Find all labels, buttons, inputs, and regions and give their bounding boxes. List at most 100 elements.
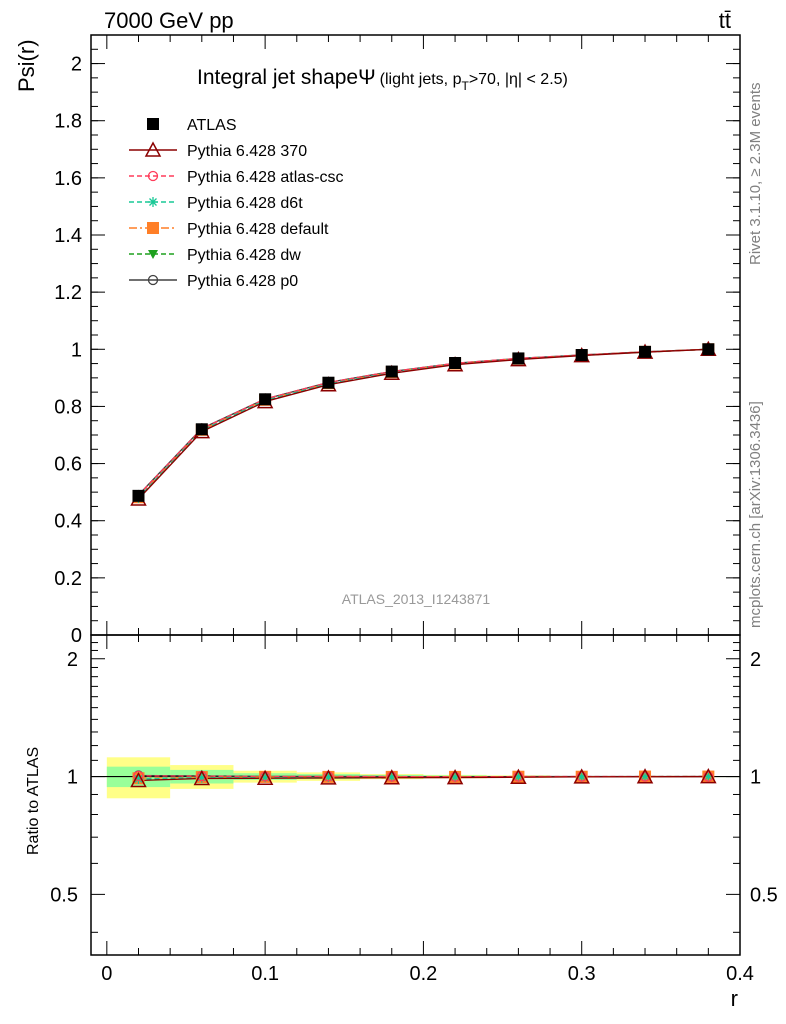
x-tick-label: 0 (101, 963, 112, 985)
plot-title-sub-pre: (light jets, p (380, 71, 462, 88)
series-point-atlas (132, 489, 145, 502)
x-tick-label: 0.2 (410, 963, 438, 985)
legend-label: Pythia 6.428 p0 (187, 273, 298, 290)
mcplots-label: mcplots.cern.ch [arXiv:1306.3436] (747, 401, 764, 628)
legend-label: Pythia 6.428 d6t (187, 195, 303, 212)
ratio-point (386, 771, 397, 782)
series-point-atlas (259, 393, 272, 406)
x-tick-label: 0.4 (726, 963, 754, 985)
legend-label: Pythia 6.428 atlas-csc (187, 169, 344, 186)
series-line-pythia-6-428-d6t (137, 348, 709, 499)
ratio-point (640, 771, 651, 782)
series-atlas (132, 343, 715, 502)
series-point-atlas (385, 365, 398, 378)
ratio-point (636, 768, 654, 784)
x-axis-label: r (731, 986, 738, 1011)
header-right-title: tt̄ (719, 8, 731, 33)
legend-label: Pythia 6.428 370 (187, 143, 307, 160)
series-line-pythia-6-428-atlas-csc (137, 348, 709, 496)
ratio-point (256, 769, 274, 786)
legend-marker (148, 250, 158, 259)
rivet-label: Rivet 3.1.10, ≥ 2.3M events (747, 83, 764, 266)
ratio-y-tick-label: 0.5 (50, 884, 78, 906)
ratio-point (573, 768, 590, 784)
main-y-tick-label: 1.4 (54, 225, 82, 247)
ratio-point (260, 772, 271, 783)
x-tick-label: 0.1 (251, 963, 279, 985)
header-left-title: 7000 GeV pp (104, 8, 234, 33)
ratio-point (450, 772, 461, 783)
legend-marker (144, 141, 162, 157)
ratio-point (510, 768, 527, 784)
series-line-pythia-6-428-default (137, 348, 709, 498)
ratio-frame (90, 634, 741, 956)
plot-title: Integral jet shapeΨ (light jets, pT>70, |… (197, 66, 568, 93)
plot-title-psi: Ψ (358, 66, 376, 89)
legend-label: Pythia 6.428 default (187, 221, 329, 238)
ratio-y-tick-label: 2 (67, 649, 78, 671)
ratio-point (133, 770, 144, 782)
ratio-y-tick-label-right: 2 (750, 649, 761, 671)
legend-item: Pythia 6.428 370 (129, 141, 307, 160)
ratio-point (513, 771, 524, 782)
plot-title-sub-t: T (461, 79, 469, 93)
ratio-series-pythia-6-428-d6t (133, 771, 714, 784)
series-point-atlas (195, 423, 208, 436)
plot-title-sub-post: >70, |η| < 2.5) (469, 71, 568, 88)
legend-marker (147, 222, 159, 234)
main-y-tick-label: 0.8 (54, 396, 82, 418)
ratio-point (703, 771, 714, 782)
series-line-pythia-6-428-dw (137, 348, 709, 499)
ratio-point (130, 771, 147, 788)
ratio-point (446, 769, 464, 785)
series-point-atlas (575, 349, 588, 361)
ratio-point (383, 769, 401, 785)
legend-marker (147, 170, 159, 182)
ratio-y-tick-label-right: 1 (750, 767, 761, 789)
series-point-atlas (449, 357, 462, 369)
legend-item: Pythia 6.428 default (129, 221, 329, 238)
main-axis-ticks: 0 0.2 0.4 0.6 0.8 1 1.2 1.4 1.6 1.8 2 (54, 34, 741, 647)
series-point-atlas (322, 376, 335, 389)
ratio-point (133, 773, 144, 784)
main-y-tick-label: 1.2 (54, 282, 82, 304)
ratio-point (700, 767, 717, 784)
series-point-atlas (512, 352, 525, 365)
ratio-series-pythia-6-428-370 (130, 767, 717, 788)
legend-item: Pythia 6.428 p0 (129, 273, 298, 290)
main-y-tick-label: 1.8 (54, 111, 82, 133)
legend: ATLAS Pythia 6.428 370 Pythia 6.428 atlas-… (129, 117, 344, 290)
series-line-pythia-6-428-370 (137, 348, 709, 500)
ratio-point (513, 771, 524, 782)
legend-marker (148, 197, 158, 207)
series-point-atlas (639, 345, 652, 358)
legend-marker (147, 274, 159, 286)
legend-label: ATLAS (187, 117, 237, 134)
legend-item: Pythia 6.428 atlas-csc (129, 169, 344, 186)
ratio-y-axis-label: Ratio to ATLAS (25, 747, 42, 855)
ratio-point (323, 772, 334, 783)
legend-label: Pythia 6.428 dw (187, 247, 301, 264)
ratio-point (193, 769, 211, 786)
legend-item: Pythia 6.428 d6t (129, 195, 303, 212)
ratio-point (320, 769, 337, 785)
main-y-tick-label: 0.2 (54, 568, 82, 590)
series-line-pythia-6-428-p0 (137, 348, 709, 496)
ratio-point (576, 771, 587, 782)
main-y-tick-label: 0.6 (54, 454, 82, 476)
main-y-tick-label: 0.4 (54, 511, 82, 533)
x-tick-label: 0.3 (568, 963, 596, 985)
legend-marker (147, 118, 159, 130)
ratio-point (449, 771, 461, 782)
watermark: ATLAS_2013_I1243871 (342, 591, 491, 607)
legend-item: Pythia 6.428 dw (129, 247, 301, 264)
ratio-y-tick-label-right: 0.5 (750, 884, 778, 906)
legend-item: ATLAS (147, 117, 237, 134)
ratio-point (576, 771, 587, 782)
ratio-point (196, 772, 207, 783)
main-y-axis-label: Psi(r) (14, 39, 39, 92)
main-y-tick-label: 0 (71, 625, 82, 647)
main-y-tick-label: 2 (71, 54, 82, 76)
main-y-tick-label: 1.6 (54, 168, 82, 190)
